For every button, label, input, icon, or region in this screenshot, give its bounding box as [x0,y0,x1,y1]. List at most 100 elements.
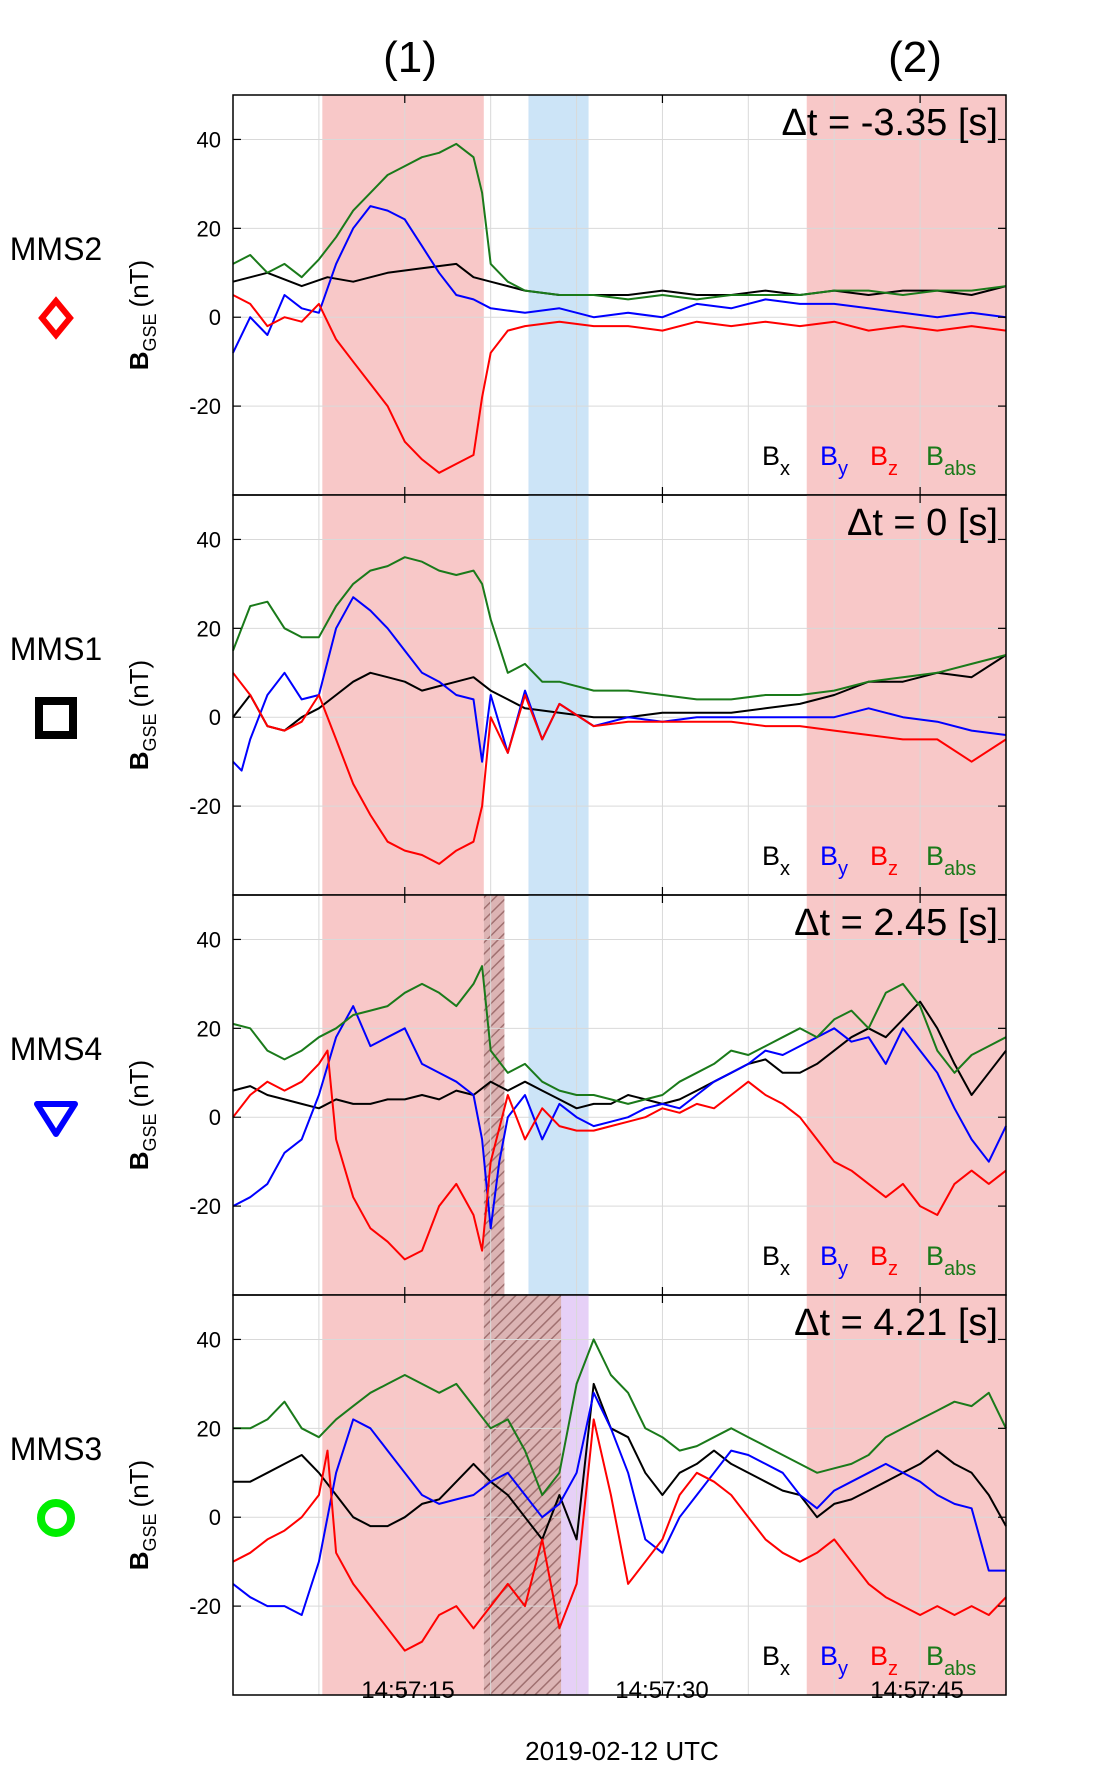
legend-subscript: z [888,1658,898,1680]
y-tick-label: 20 [197,1016,221,1041]
spacecraft-name: MMS2 [10,231,102,267]
y-tick-label: 0 [209,1505,221,1530]
legend-subscript: x [780,1258,790,1280]
y-tick-label: 40 [197,527,221,552]
series-babs [232,965,1007,1105]
y-axis-label-symbol: B [124,351,154,370]
y-axis-label-symbol: B [124,751,154,770]
y-axis-label: BGSE (nT) [124,1060,160,1170]
series-bz [232,1418,1007,1652]
legend-subscript: x [780,1658,790,1680]
legend-subscript: abs [944,1658,976,1680]
y-tick-label: 20 [197,1416,221,1441]
spacecraft-name: MMS3 [10,1431,102,1467]
y-axis-label-unit: (nT) [124,260,154,308]
legend-subscript: abs [944,1258,976,1280]
y-axis-label-subscript: GSE [140,713,160,751]
x-axis-label: 2019-02-12 UTC [525,1736,719,1766]
series-by [232,205,1007,354]
legend-subscript: z [888,458,898,480]
y-axis-label: BGSE (nT) [124,260,160,370]
dt-label: Δt = 2.45 [s] [794,902,998,944]
y-tick-label: 40 [197,1327,221,1352]
series-bz [232,294,1007,474]
y-axis-label-symbol: B [124,1551,154,1570]
series-by [232,596,1007,772]
y-axis-label-unit: (nT) [124,1060,154,1108]
y-tick-label: -20 [189,394,221,419]
triangle-down-icon [34,1101,78,1137]
shaded-region [322,895,484,1295]
shaded-region [806,495,1006,895]
y-axis-label-subscript: GSE [140,1113,160,1151]
series-babs [232,556,1007,701]
y-axis-label-subscript: GSE [140,313,160,351]
y-tick-label: 40 [197,927,221,952]
series-bx [232,654,1007,732]
y-axis-label-symbol: B [124,1151,154,1170]
legend-subscript: y [838,1658,848,1680]
legend-entry: Bx [762,1241,790,1280]
legend-subscript: z [888,858,898,880]
series-by [232,1005,1007,1230]
region-label-1: (1) [383,33,437,82]
shaded-region [806,895,1006,1295]
legend-subscript: y [838,458,848,480]
y-axis-label-unit: (nT) [124,660,154,708]
legend-subscript: x [780,458,790,480]
dt-label: Δt = 0 [s] [847,502,998,544]
shaded-region [528,495,589,895]
region-label-2: (2) [888,33,942,82]
series-bx [232,1000,1007,1110]
circle-icon [37,1499,75,1537]
hatched-region [483,895,505,1295]
xtick-label-3: 14:57:45 [870,1677,963,1704]
shaded-region [806,1295,1006,1695]
hatched-region [483,1295,562,1695]
y-tick-label: -20 [189,1594,221,1619]
y-tick-label: 0 [209,305,221,330]
y-axis-label-unit: (nT) [124,1460,154,1508]
spacecraft-name: MMS1 [10,631,102,667]
y-tick-label: 0 [209,1105,221,1130]
legend-entry: Bx [762,441,790,480]
legend-subscript: y [838,858,848,880]
y-tick-label: 20 [197,616,221,641]
xtick-label-1: 14:57:15 [361,1677,454,1704]
legend-entry: Bx [762,1641,790,1680]
y-axis-label: BGSE (nT) [124,1460,160,1570]
series-babs [232,142,1007,301]
series-by [232,1391,1006,1616]
series-bz [232,1049,1007,1261]
y-tick-label: 40 [197,127,221,152]
xtick-label-2: 14:57:30 [615,1677,708,1704]
spacecraft-name: MMS4 [10,1031,102,1067]
y-tick-label: 20 [197,216,221,241]
legend-subscript: abs [944,858,976,880]
y-axis-label-subscript: GSE [140,1513,160,1551]
square-icon [35,697,77,739]
dt-label: Δt = -3.35 [s] [781,102,998,144]
series-bz [232,672,1007,865]
y-tick-label: 0 [209,705,221,730]
legend-subscript: z [888,1258,898,1280]
y-tick-label: -20 [189,1194,221,1219]
panel-frame [232,1294,1007,1696]
legend-subscript: y [838,1258,848,1280]
y-tick-label: -20 [189,794,221,819]
y-axis-label: BGSE (nT) [124,660,160,770]
shaded-region [322,1295,484,1695]
legend-subscript: abs [944,458,976,480]
series-bx [233,1382,1007,1541]
diamond-icon [38,296,74,340]
legend-entry: Bx [762,841,790,880]
dt-label: Δt = 4.21 [s] [794,1302,998,1344]
series-babs [233,1338,1007,1496]
legend-subscript: x [780,858,790,880]
